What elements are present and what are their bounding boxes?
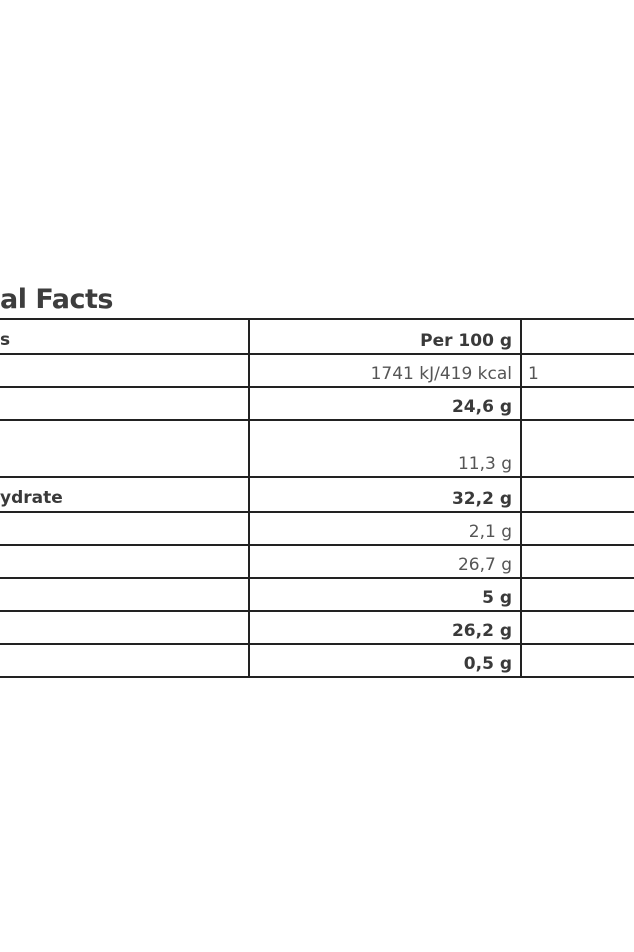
row-label bbox=[0, 643, 250, 678]
table-row: 0,5 g bbox=[0, 643, 634, 678]
row-extra bbox=[521, 610, 634, 645]
row-label bbox=[0, 577, 250, 612]
table-row: 26,7 g bbox=[0, 544, 634, 579]
row-value: 0,5 g bbox=[249, 643, 522, 678]
row-value: 1741 kJ/419 kcal bbox=[249, 353, 522, 388]
row-label bbox=[0, 419, 250, 478]
table-row: 1741 kJ/419 kcal 1 bbox=[0, 353, 634, 388]
table-row: 2,1 g bbox=[0, 511, 634, 546]
row-extra bbox=[521, 476, 634, 513]
page-title: al Facts bbox=[0, 284, 113, 315]
row-value: 26,7 g bbox=[249, 544, 522, 579]
row-label bbox=[0, 511, 250, 546]
row-extra bbox=[521, 643, 634, 678]
table-row: 26,2 g bbox=[0, 610, 634, 645]
row-value: 5 g bbox=[249, 577, 522, 612]
row-value: 32,2 g bbox=[249, 476, 522, 513]
row-extra bbox=[521, 419, 634, 478]
row-label bbox=[0, 610, 250, 645]
row-label bbox=[0, 353, 250, 388]
row-value: 11,3 g bbox=[249, 419, 522, 478]
row-extra bbox=[521, 544, 634, 579]
table-row: 5 g bbox=[0, 577, 634, 612]
header-extra bbox=[521, 318, 634, 355]
row-value: 24,6 g bbox=[249, 386, 522, 421]
header-per100: Per 100 g bbox=[249, 318, 522, 355]
row-label bbox=[0, 386, 250, 421]
table-row: 11,3 g bbox=[0, 419, 634, 478]
row-extra: 1 bbox=[521, 353, 634, 388]
table-row: 24,6 g bbox=[0, 386, 634, 421]
row-extra bbox=[521, 386, 634, 421]
row-value: 26,2 g bbox=[249, 610, 522, 645]
table-header-row: s Per 100 g bbox=[0, 318, 634, 355]
row-extra bbox=[521, 577, 634, 612]
nutrition-table: s Per 100 g 1741 kJ/419 kcal 1 24,6 g 11… bbox=[0, 318, 634, 678]
row-extra bbox=[521, 511, 634, 546]
table-row: ydrate 32,2 g bbox=[0, 476, 634, 513]
row-value: 2,1 g bbox=[249, 511, 522, 546]
row-label: ydrate bbox=[0, 476, 250, 513]
row-label bbox=[0, 544, 250, 579]
header-label: s bbox=[0, 318, 250, 355]
